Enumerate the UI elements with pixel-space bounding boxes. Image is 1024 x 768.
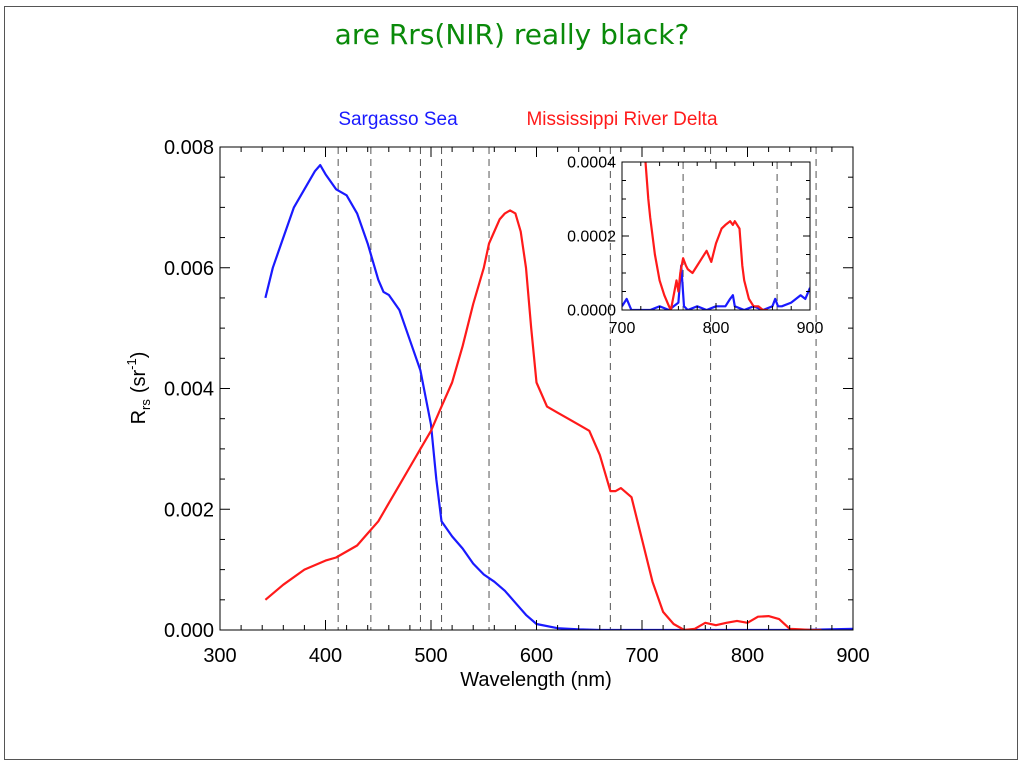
inset-x-tick-label-700: 700 [609,320,636,337]
inset-x-tick-labels: 700 800 900 [609,320,824,337]
main-x-tick-label-600: 600 [520,645,553,667]
main-series-mississippi-river-delta [264,209,822,630]
main-x-tick-label-300: 300 [203,645,236,667]
y-tick-labels: 0.000 0.002 0.004 0.006 0.008 [164,137,214,642]
slide-title: are Rrs(NIR) really black? [334,18,690,51]
y-axis-label-subscript: rs [138,399,153,410]
inset-series-sargasso-sea [622,264,810,310]
legend: Sargasso Sea Mississippi River Delta [338,109,718,130]
slide-frame [4,6,1018,760]
y-axis-label-unit-close: ) [128,352,150,359]
main-y-tick-label-0-000: 0.000 [164,620,214,642]
inset-series-mississippi-river-delta [644,162,768,310]
inset-background [622,162,810,310]
main-x-tick-label-500: 500 [414,645,447,667]
inset-x-tick-label-800: 800 [703,320,730,337]
y-axis-label: Rrs (sr-1) [124,352,153,425]
inset-y-tick-label-0-0002: 0.0002 [567,229,616,246]
main-x-tick-label-700: 700 [625,645,658,667]
main-y-tick-label-0-008: 0.008 [164,137,214,159]
legend-mississippi-river-delta: Mississippi River Delta [526,109,718,130]
reference-wavelength-lines [337,147,817,630]
main-x-tick-label-800: 800 [731,645,764,667]
x-tick-labels: 300 400 500 600 700 800 900 [203,645,869,667]
inset-axis-ticks [621,161,811,311]
inset-y-tick-label-0-0000: 0.0000 [567,303,616,320]
main-y-tick-label-0-006: 0.006 [164,258,214,280]
main-y-tick-label-0-004: 0.004 [164,379,214,401]
inset-series [622,162,810,310]
inset-y-tick-labels: 0.0000 0.0002 0.0004 [567,155,616,320]
y-axis-label-unit-open: (sr [128,369,150,393]
main-axis-ticks [219,146,854,631]
main-x-tick-label-900: 900 [836,645,869,667]
legend-sargasso-sea: Sargasso Sea [338,109,458,130]
y-axis-label-unit-exponent: -1 [124,358,139,370]
y-axis-label-symbol: R [128,410,150,424]
inset-y-tick-label-0-0004: 0.0004 [567,155,616,172]
x-axis-label: Wavelength (nm) [460,669,612,691]
inset-x-tick-label-900: 900 [797,320,824,337]
main-x-tick-label-400: 400 [309,645,342,667]
main-y-tick-label-0-002: 0.002 [164,499,214,521]
